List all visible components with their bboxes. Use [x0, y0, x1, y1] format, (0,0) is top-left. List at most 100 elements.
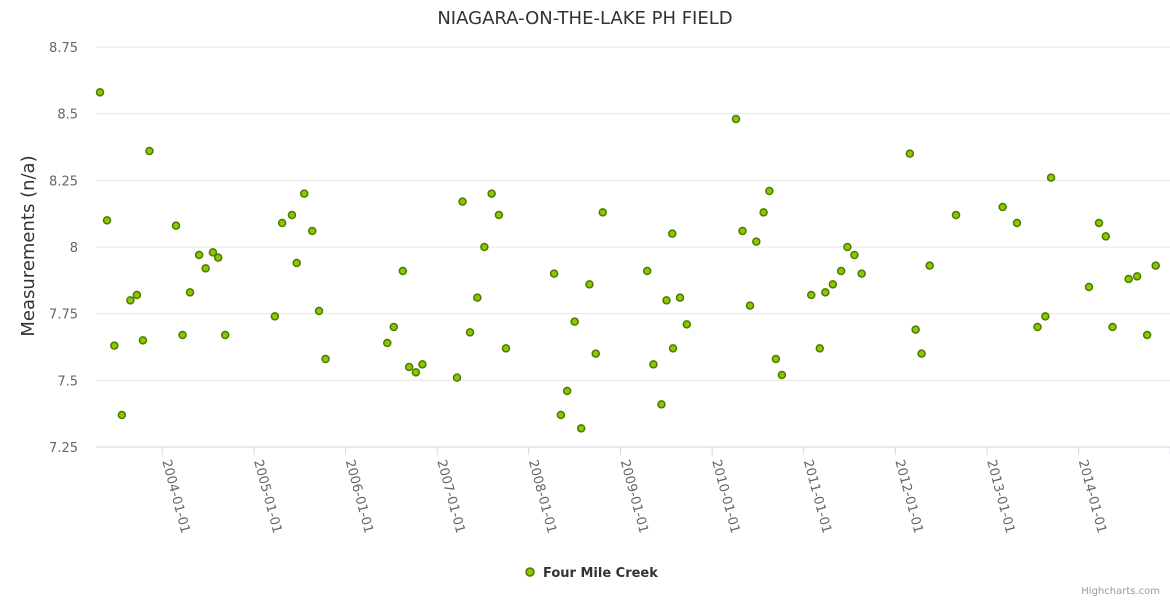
data-point[interactable]	[220, 330, 230, 340]
data-point[interactable]	[668, 344, 678, 353]
data-point[interactable]	[308, 226, 317, 236]
data-point[interactable]	[95, 88, 105, 97]
y-axis-ticks: 7.25 7.5 7.75 8 8.25 8.5 8.75	[49, 41, 78, 456]
data-point[interactable]	[905, 149, 915, 158]
data-point[interactable]	[765, 186, 774, 196]
data-point[interactable]	[194, 250, 204, 260]
data-point[interactable]	[411, 368, 421, 377]
data-point[interactable]	[662, 296, 671, 305]
data-point[interactable]	[465, 328, 475, 337]
data-point[interactable]	[1012, 218, 1022, 228]
data-point[interactable]	[1046, 173, 1056, 182]
data-point[interactable]	[998, 202, 1007, 212]
data-point[interactable]	[836, 266, 846, 276]
data-point[interactable]	[102, 216, 112, 225]
data-point[interactable]	[771, 354, 781, 364]
data-point[interactable]	[201, 264, 210, 273]
data-point[interactable]	[314, 306, 324, 316]
data-point[interactable]	[925, 261, 934, 270]
data-point[interactable]	[178, 330, 187, 340]
data-point[interactable]	[126, 296, 135, 305]
credits-link[interactable]: Highcharts.com	[1081, 586, 1160, 597]
data-point[interactable]	[759, 208, 768, 217]
data-point[interactable]	[556, 410, 566, 420]
data-point[interactable]	[815, 344, 825, 353]
data-point[interactable]	[299, 189, 309, 198]
data-point[interactable]	[213, 253, 223, 262]
data-point[interactable]	[1142, 330, 1152, 340]
data-point[interactable]	[649, 360, 658, 369]
data-point[interactable]	[642, 266, 652, 276]
y-tick-label: 7.25	[49, 441, 78, 456]
data-point[interactable]	[132, 290, 142, 300]
data-point[interactable]	[171, 221, 181, 230]
data-point[interactable]	[668, 229, 677, 238]
data-point[interactable]	[562, 386, 572, 396]
data-point[interactable]	[591, 349, 600, 358]
data-point[interactable]	[145, 146, 154, 156]
y-tick-label: 7.75	[49, 308, 78, 323]
data-point[interactable]	[501, 344, 511, 353]
data-point[interactable]	[487, 189, 496, 198]
data-point[interactable]	[1084, 282, 1094, 292]
data-point[interactable]	[1132, 272, 1142, 281]
data-point[interactable]	[398, 266, 408, 276]
data-point[interactable]	[418, 360, 427, 369]
y-axis-label: Measurements (n/a)	[18, 155, 39, 336]
data-point[interactable]	[917, 349, 926, 358]
data-point[interactable]	[458, 197, 467, 206]
y-tick-label: 7.5	[57, 374, 78, 389]
data-point[interactable]	[1108, 322, 1117, 332]
data-point[interactable]	[473, 293, 482, 302]
data-point[interactable]	[287, 210, 297, 220]
data-point[interactable]	[951, 210, 961, 220]
data-point[interactable]	[828, 280, 838, 289]
data-point[interactable]	[738, 226, 747, 236]
data-point[interactable]	[270, 312, 280, 321]
y-tick-label: 8	[70, 241, 78, 256]
data-point[interactable]	[1094, 218, 1104, 228]
data-point[interactable]	[850, 250, 859, 260]
data-point[interactable]	[857, 269, 866, 278]
data-point[interactable]	[480, 242, 489, 252]
data-point[interactable]	[208, 248, 218, 257]
data-point[interactable]	[682, 320, 692, 329]
data-point[interactable]	[1041, 312, 1050, 321]
data-point[interactable]	[570, 317, 579, 326]
data-point[interactable]	[731, 114, 741, 124]
data-point[interactable]	[277, 218, 287, 228]
chart-title: NIAGARA-ON-THE-LAKE PH FIELD	[437, 8, 732, 29]
data-point[interactable]	[383, 338, 392, 348]
data-point[interactable]	[745, 301, 755, 310]
data-point[interactable]	[843, 242, 852, 252]
data-point[interactable]	[321, 354, 330, 364]
data-point[interactable]	[1124, 274, 1133, 284]
data-point[interactable]	[1151, 261, 1160, 270]
data-point[interactable]	[821, 288, 830, 297]
data-point[interactable]	[117, 410, 127, 420]
legend-item[interactable]: Four Mile Creek	[525, 566, 658, 581]
data-point[interactable]	[752, 237, 761, 246]
data-point[interactable]	[452, 373, 462, 382]
data-point[interactable]	[585, 280, 594, 289]
data-point[interactable]	[494, 210, 504, 220]
data-point[interactable]	[657, 400, 666, 409]
data-point[interactable]	[389, 322, 399, 332]
data-point[interactable]	[806, 290, 816, 300]
data-point[interactable]	[1101, 232, 1111, 241]
data-point[interactable]	[185, 288, 195, 297]
data-point[interactable]	[404, 362, 414, 372]
data-point[interactable]	[110, 341, 119, 350]
data-point[interactable]	[675, 293, 685, 302]
data-point[interactable]	[576, 424, 586, 433]
series-four-mile-creek	[95, 88, 1160, 433]
data-point[interactable]	[1033, 322, 1042, 332]
data-point[interactable]	[292, 258, 301, 268]
data-point[interactable]	[911, 325, 920, 334]
data-point[interactable]	[138, 336, 148, 345]
data-point[interactable]	[549, 269, 559, 278]
data-point[interactable]	[598, 208, 608, 217]
data-point[interactable]	[777, 370, 787, 380]
legend-label: Four Mile Creek	[543, 566, 658, 581]
